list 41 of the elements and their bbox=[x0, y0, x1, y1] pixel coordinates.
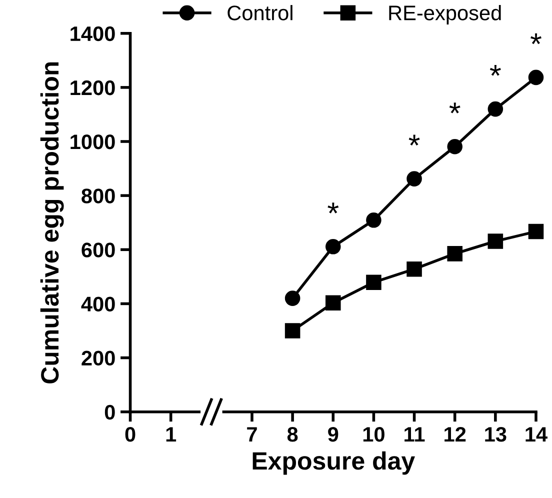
annotation: * bbox=[530, 33, 542, 44]
y-tick-label: 600 bbox=[82, 242, 115, 258]
point bbox=[325, 295, 341, 311]
x-tick-label: 14 bbox=[526, 427, 548, 442]
annotation: * bbox=[449, 102, 460, 114]
legend-label: RE-exposed bbox=[389, 5, 501, 24]
point bbox=[325, 239, 341, 254]
x-axis-title: Exposure day bbox=[252, 451, 415, 475]
point bbox=[528, 224, 544, 240]
x-tick-label: 10 bbox=[363, 426, 384, 442]
annotation: * bbox=[328, 202, 339, 214]
x-tick-label: 12 bbox=[444, 426, 466, 442]
x-tick-label: 9 bbox=[328, 426, 338, 442]
point bbox=[488, 101, 504, 117]
x-tick-label: 13 bbox=[485, 426, 506, 442]
x-tick-label: 1 bbox=[166, 427, 176, 442]
point bbox=[366, 212, 382, 228]
x-tick-label: 11 bbox=[404, 427, 425, 442]
point bbox=[406, 171, 422, 186]
y-tick-label: 0 bbox=[104, 404, 115, 420]
x-tick-label: 7 bbox=[247, 427, 257, 442]
annotation: * bbox=[490, 65, 501, 76]
y-tick-label: 1200 bbox=[70, 80, 115, 96]
point bbox=[406, 261, 422, 277]
point bbox=[488, 234, 504, 249]
y-axis-title: Cumulative egg production bbox=[40, 62, 64, 384]
point bbox=[284, 323, 300, 338]
x-tick-label: 0 bbox=[125, 426, 136, 442]
point bbox=[447, 246, 462, 262]
y-tick-label: 200 bbox=[82, 350, 115, 366]
y-tick-label: 400 bbox=[81, 296, 115, 312]
annotation: * bbox=[408, 134, 420, 146]
y-tick-label: 1400 bbox=[70, 26, 115, 42]
x-tick-label: 8 bbox=[287, 426, 298, 442]
legend-label: Control bbox=[228, 5, 292, 20]
point bbox=[447, 139, 462, 154]
point bbox=[366, 274, 382, 290]
point bbox=[284, 290, 300, 306]
y-tick-label: 1000 bbox=[70, 134, 115, 150]
point bbox=[528, 70, 544, 86]
y-tick-label: 800 bbox=[82, 188, 115, 204]
